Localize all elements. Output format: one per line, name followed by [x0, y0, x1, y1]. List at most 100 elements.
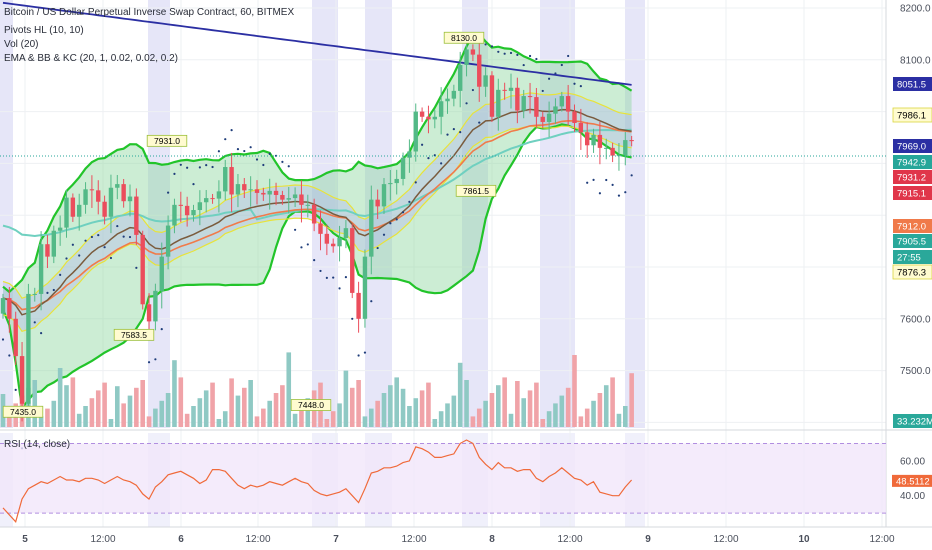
candle-body [331, 243, 336, 247]
volume-bar [45, 408, 50, 427]
sar-dot [205, 164, 208, 167]
volume-bar [407, 406, 412, 427]
sar-dot [586, 181, 589, 184]
sar-dot [287, 165, 290, 168]
price-label: 7969.0 [897, 142, 926, 153]
candle-body [407, 151, 412, 158]
sar-dot [376, 246, 379, 250]
volume-bar [222, 411, 228, 427]
volume-bar [438, 411, 444, 427]
sar-dot [446, 133, 449, 136]
candle-body [311, 204, 317, 224]
sar-dot [65, 257, 68, 260]
candle-body [38, 244, 44, 294]
sar-dot [300, 246, 303, 249]
pivot-badge [443, 31, 485, 44]
price-label: 33.232M [897, 417, 932, 428]
candle-body [146, 304, 152, 322]
volume-bar [248, 380, 253, 427]
volume-bar [89, 398, 95, 427]
legend-pivots: Pivots HL (10, 10) [4, 25, 84, 36]
volume-bar [616, 413, 622, 427]
candle-body [267, 190, 272, 195]
volume-bar [108, 419, 114, 427]
candle-body [343, 228, 349, 238]
candle-body [489, 75, 495, 117]
legend-rsi: RSI (14, close) [4, 439, 71, 450]
volume-bar [121, 403, 126, 427]
candle-body [121, 184, 126, 202]
time-tick: 12:00 [401, 534, 426, 545]
volume-bar [445, 403, 450, 427]
time-tick: 8 [489, 534, 495, 545]
volume-bar [159, 400, 165, 427]
candle-body [394, 178, 399, 184]
price-label-badge [893, 139, 932, 153]
candle-body [559, 96, 564, 107]
sar-dot [103, 246, 106, 249]
volume-bar [7, 411, 12, 427]
candle-body [108, 187, 114, 217]
sar-dot [224, 138, 227, 141]
volume-bar [216, 419, 222, 427]
rsi-current-label: 48.5112 [896, 476, 930, 487]
sar-dot [90, 235, 93, 239]
candle-body [591, 134, 596, 146]
candle-body [235, 184, 241, 195]
pivot-badge [2, 405, 44, 418]
volume-bar [134, 387, 139, 427]
session-band-5 [540, 0, 575, 428]
candle-body [299, 194, 304, 205]
sar-dot [186, 166, 189, 169]
candle-body [572, 111, 577, 123]
candle-body [337, 237, 342, 247]
pivot-badge [290, 399, 332, 411]
price-label-badge [893, 234, 932, 248]
candle-body [96, 190, 101, 202]
candle-body [546, 113, 552, 122]
candle-body [184, 205, 190, 216]
volume-bar [496, 385, 501, 427]
sar-dot [135, 266, 138, 269]
sar-dot [363, 351, 367, 354]
volume-bar [242, 387, 247, 427]
sar-dot [389, 222, 392, 225]
sar-dot [217, 150, 220, 153]
sar-dot [465, 102, 468, 105]
volume-bar [515, 381, 520, 427]
price-label-badge [892, 264, 932, 280]
sar-dot [211, 165, 214, 169]
candle-body [483, 75, 488, 87]
volume-bar [172, 360, 177, 427]
volume-bar [184, 413, 190, 427]
volume-bar [502, 377, 507, 427]
sar-dot [8, 354, 11, 357]
candle-body [229, 167, 234, 195]
pivot-label-5: 7861.5 [463, 186, 489, 196]
volume-bar [546, 411, 552, 427]
candle-body [115, 184, 120, 188]
sar-dot [167, 191, 170, 194]
sar-dot [478, 121, 481, 124]
candle-body [350, 228, 355, 293]
time-tick: 7 [333, 534, 339, 545]
sar-dot [116, 224, 119, 228]
candle-body [432, 116, 437, 120]
time-tick: 12:00 [557, 534, 582, 545]
sar-dot [351, 317, 354, 320]
rsi-tick: 60.00 [900, 456, 925, 467]
sar-dot [554, 72, 557, 75]
sar-dot [313, 259, 316, 262]
candlestick-series [0, 40, 634, 422]
price-label: 7912.0 [897, 222, 926, 233]
volume-bar [51, 400, 57, 427]
sar-dot [52, 288, 55, 292]
volume-bar [362, 416, 368, 427]
volume-bar [521, 398, 526, 427]
sar-dot [84, 239, 87, 242]
volume-bar [299, 406, 304, 427]
candle-body [248, 189, 253, 191]
bollinger-lower [1, 123, 632, 412]
candle-body [273, 190, 279, 195]
